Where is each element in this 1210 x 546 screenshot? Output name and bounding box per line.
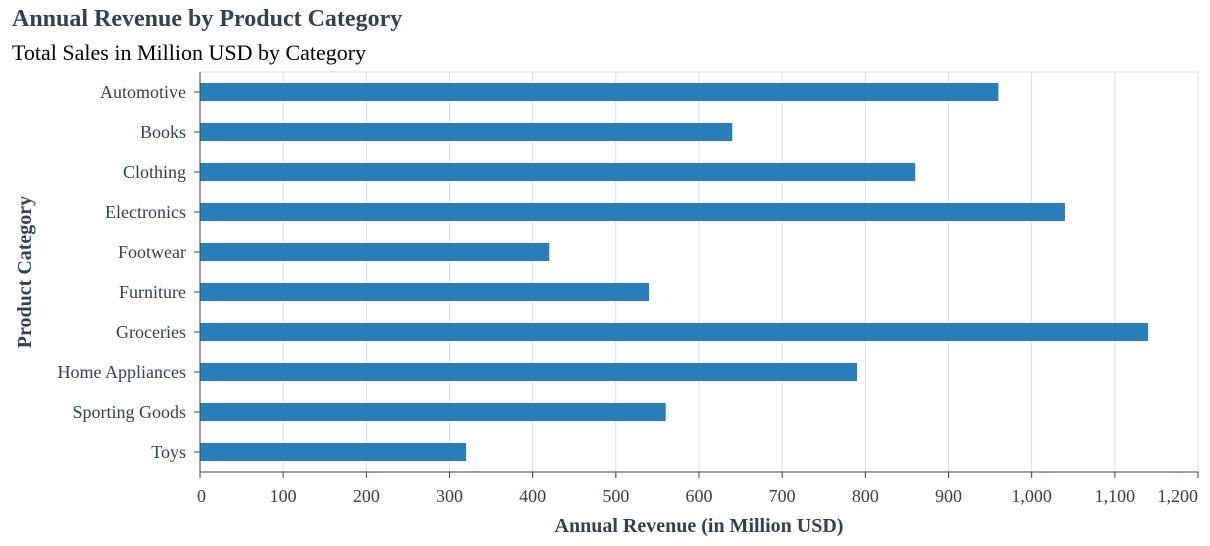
bar bbox=[200, 203, 1065, 221]
x-tick-label: 1,200 bbox=[1158, 486, 1199, 506]
bar bbox=[200, 363, 858, 381]
x-tick-label: 1,100 bbox=[1095, 486, 1136, 506]
x-tick-label: 200 bbox=[353, 486, 380, 506]
category-label: Home Appliances bbox=[58, 362, 186, 382]
category-label: Groceries bbox=[116, 322, 186, 342]
x-tick-label: 400 bbox=[519, 486, 546, 506]
bar bbox=[200, 123, 733, 141]
category-label: Footwear bbox=[118, 242, 186, 262]
x-tick-label: 500 bbox=[602, 486, 629, 506]
x-tick-label: 1,000 bbox=[1011, 486, 1052, 506]
chart-subtitle: Total Sales in Million USD by Category bbox=[12, 40, 367, 65]
category-label: Clothing bbox=[123, 162, 186, 182]
x-tick-label: 300 bbox=[436, 486, 463, 506]
bar bbox=[200, 243, 550, 261]
x-tick-label: 800 bbox=[852, 486, 879, 506]
bars bbox=[200, 83, 1149, 461]
x-axis-title: Annual Revenue (in Million USD) bbox=[555, 515, 844, 537]
x-tick-label: 700 bbox=[769, 486, 796, 506]
axes: Automotive Books Clothing Electronics Footwe… bbox=[58, 72, 1199, 506]
bar bbox=[200, 323, 1149, 341]
y-axis-title: Product Category bbox=[14, 196, 36, 348]
category-label: Electronics bbox=[105, 202, 186, 222]
category-label: Automotive bbox=[100, 82, 186, 102]
bar bbox=[200, 163, 916, 181]
x-tick-label: 0 bbox=[197, 486, 206, 506]
x-tick-label: 100 bbox=[270, 486, 297, 506]
bar bbox=[200, 283, 650, 301]
x-tick-label: 600 bbox=[686, 486, 713, 506]
category-label: Sporting Goods bbox=[72, 402, 186, 422]
bar bbox=[200, 443, 467, 461]
category-label: Toys bbox=[151, 442, 186, 462]
bar bbox=[200, 403, 666, 421]
x-tick-label: 900 bbox=[935, 486, 962, 506]
chart-title: Annual Revenue by Product Category bbox=[12, 6, 403, 32]
category-label: Furniture bbox=[119, 282, 186, 302]
bar bbox=[200, 83, 999, 101]
category-label: Books bbox=[140, 122, 186, 142]
